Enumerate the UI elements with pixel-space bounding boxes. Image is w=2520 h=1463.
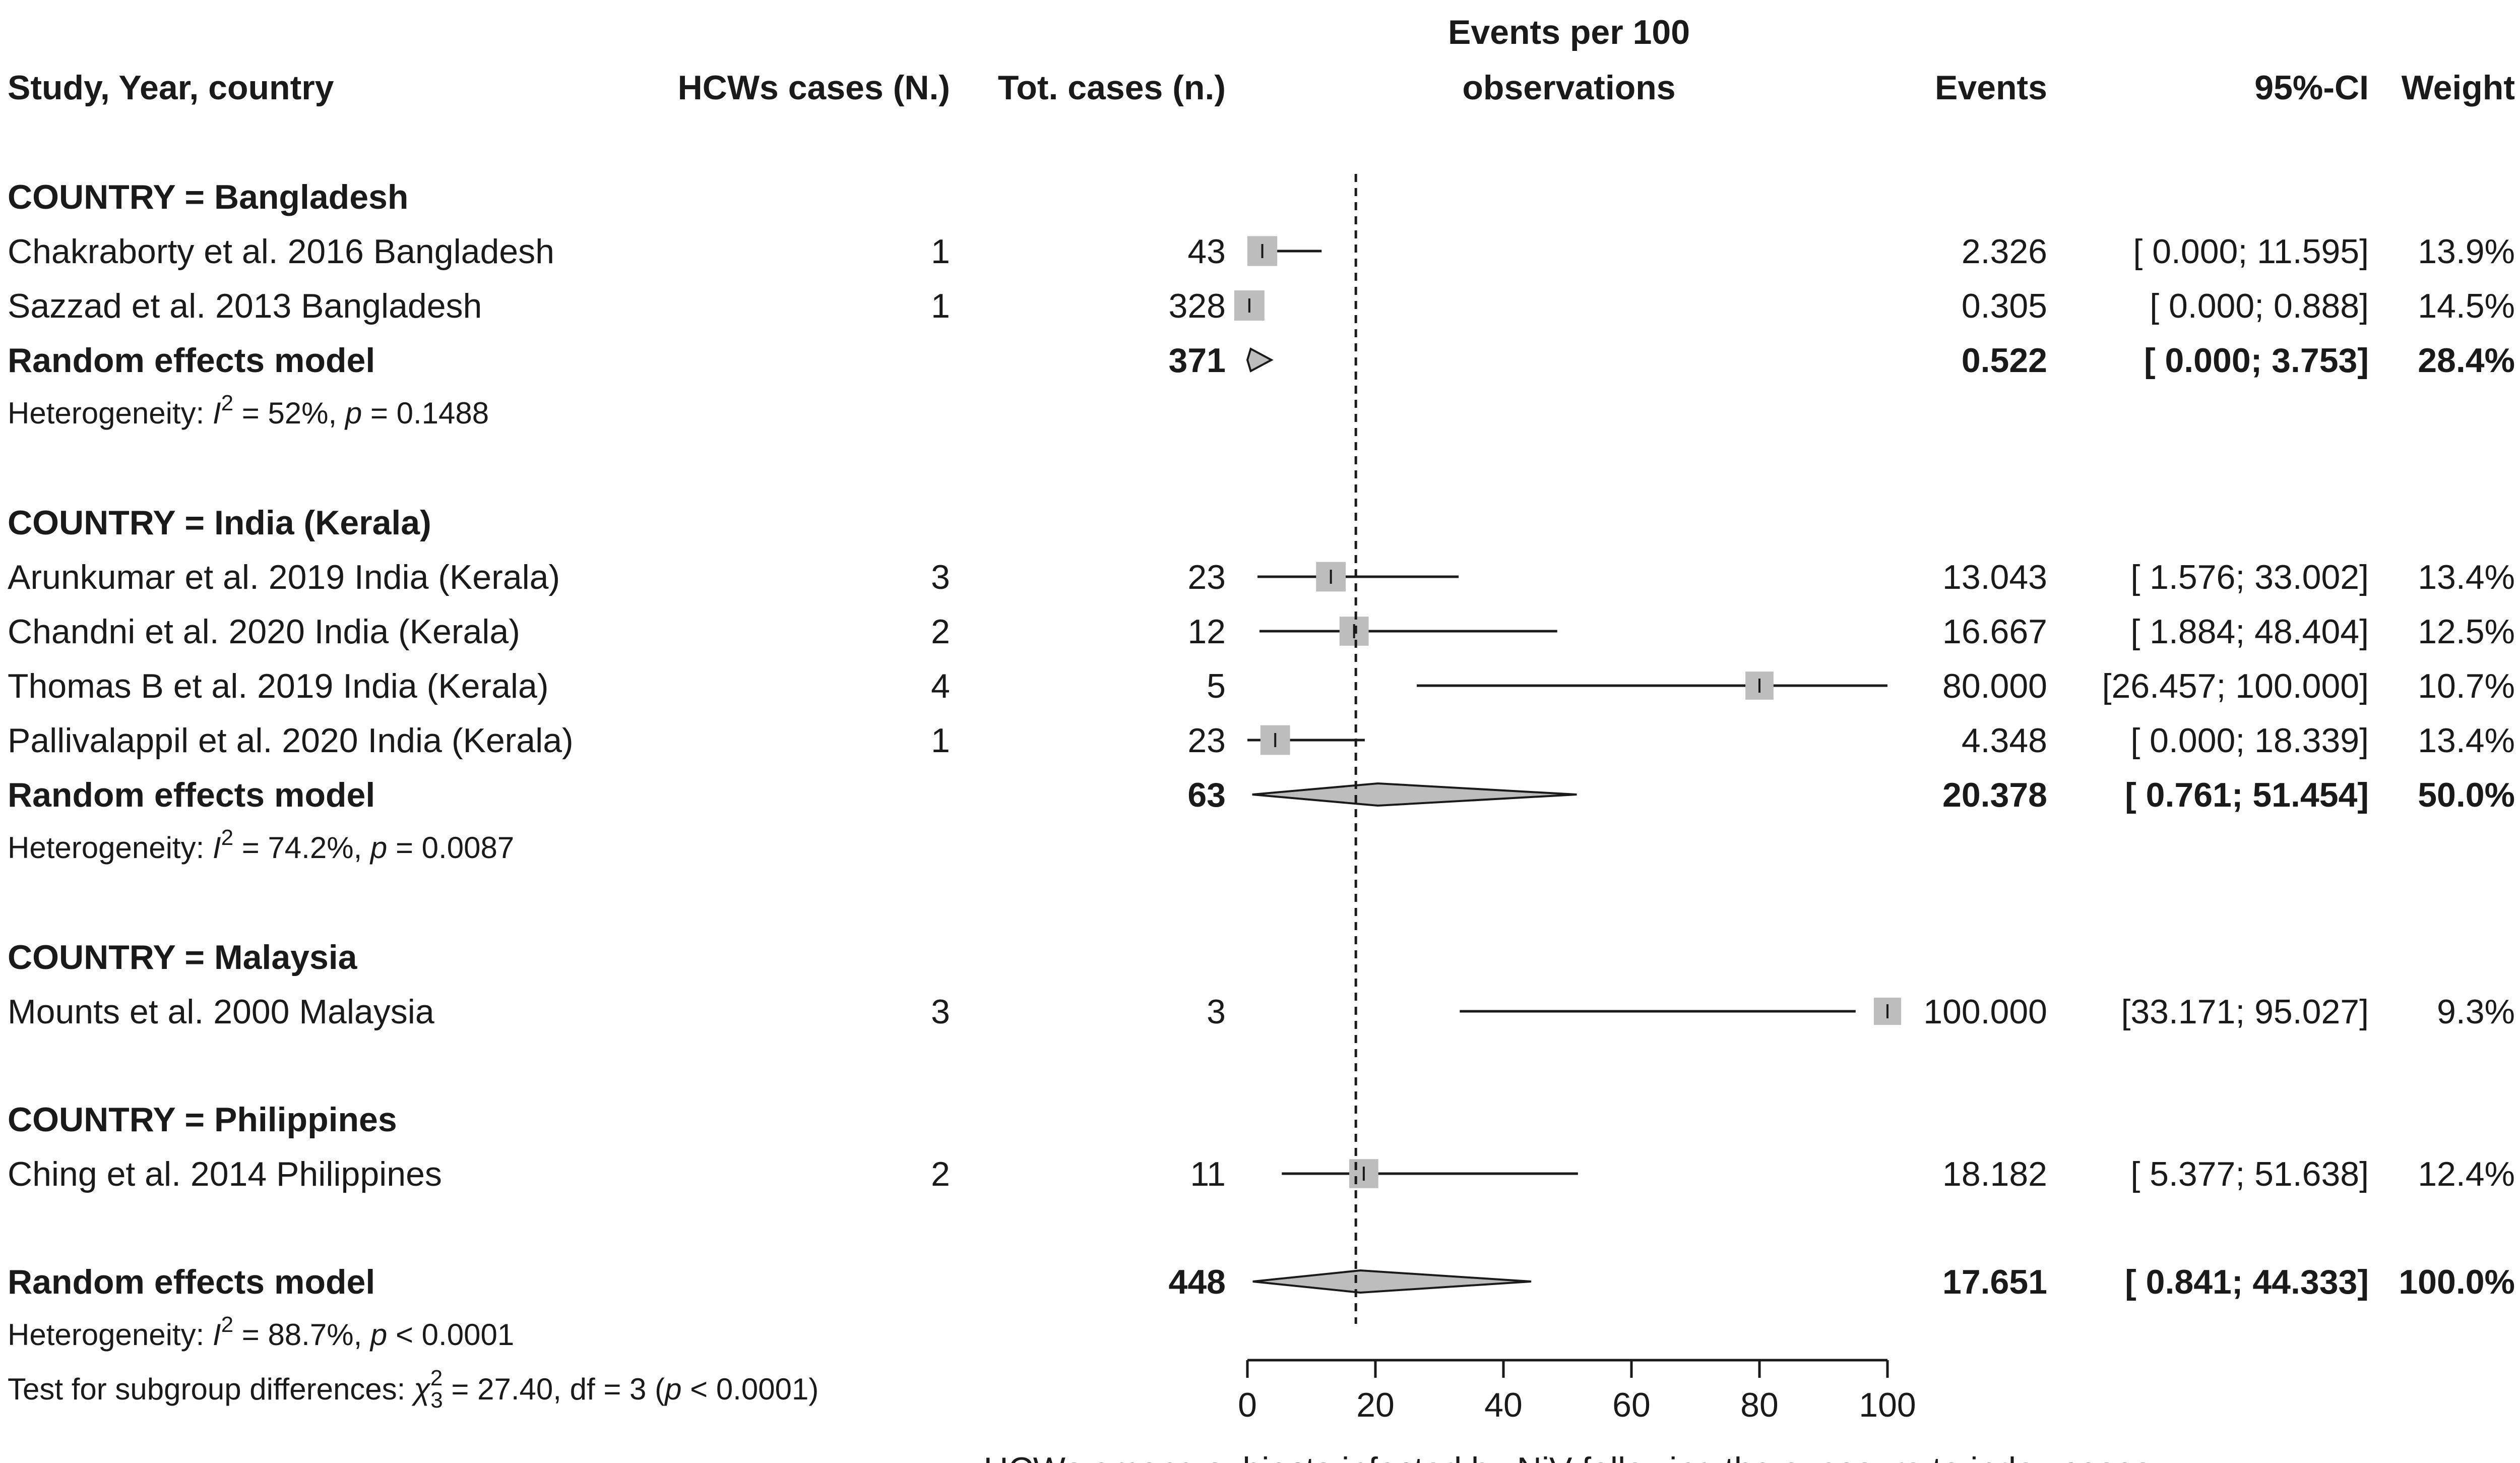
header-events-per-100: Events per 100: [1448, 13, 1690, 51]
model-weight: 100.0%: [2399, 1263, 2515, 1301]
x-tick-label: 60: [1612, 1386, 1651, 1424]
x-tick-label: 100: [1859, 1386, 1916, 1424]
x-axis-label: HCWs among subjects infected by NiV foll…: [984, 1450, 2152, 1463]
study-name: Mounts et al. 2000 Malaysia: [8, 993, 434, 1031]
study-ci: [33.171; 95.027]: [2121, 993, 2369, 1031]
model-ci: [ 0.841; 44.333]: [2125, 1263, 2369, 1301]
study-name: Chakraborty et al. 2016 Bangladesh: [8, 232, 554, 271]
model-total-cases: 448: [1169, 1263, 1226, 1301]
study-events: 100.000: [1923, 993, 2047, 1031]
header-observations: observations: [1462, 69, 1675, 107]
model-events: 17.651: [1942, 1263, 2047, 1301]
study-total-cases: 5: [1207, 667, 1226, 705]
group-label: COUNTRY = Bangladesh: [8, 178, 408, 216]
study-hcw-cases: 4: [931, 667, 950, 705]
study-events: 80.000: [1942, 667, 2047, 705]
header-events: Events: [1935, 69, 2047, 107]
overall-heterogeneity: Heterogeneity: I2 = 88.7%, p < 0.0001: [8, 1312, 514, 1352]
model-weight: 28.4%: [2418, 341, 2515, 380]
study-name: Chandni et al. 2020 India (Kerala): [8, 613, 520, 651]
study-hcw-cases: 2: [931, 1155, 950, 1193]
group-label: COUNTRY = India (Kerala): [8, 504, 431, 542]
header-total-cases: Tot. cases (n.): [998, 69, 1226, 107]
study-name: Arunkumar et al. 2019 India (Kerala): [8, 558, 560, 596]
model-events: 0.522: [1962, 341, 2047, 380]
study-events: 13.043: [1942, 558, 2047, 596]
header-study: Study, Year, country: [8, 69, 334, 107]
study-total-cases: 23: [1187, 721, 1226, 760]
study-total-cases: 328: [1169, 287, 1226, 325]
study-ci: [ 1.576; 33.002]: [2130, 558, 2369, 596]
study-name: Pallivalappil et al. 2020 India (Kerala): [8, 721, 574, 760]
x-tick-label: 20: [1356, 1386, 1395, 1424]
header-95ci: 95%-CI: [2254, 69, 2369, 107]
x-tick-label: 0: [1238, 1386, 1257, 1424]
group-label: COUNTRY = Malaysia: [8, 938, 358, 977]
study-weight: 9.3%: [2437, 993, 2515, 1031]
study-events: 4.348: [1962, 721, 2047, 760]
study-name: Sazzad et al. 2013 Bangladesh: [8, 287, 482, 325]
subgroup-heterogeneity: Heterogeneity: I2 = 52%, p = 0.1488: [8, 391, 489, 430]
study-ci: [ 0.000; 11.595]: [2133, 232, 2369, 271]
study-hcw-cases: 3: [931, 558, 950, 596]
model-ci: [ 0.000; 3.753]: [2144, 341, 2369, 380]
study-total-cases: 3: [1207, 993, 1226, 1031]
model-total-cases: 371: [1169, 341, 1226, 380]
subgroup-test: Test for subgroup differences: χ2 3 = 27.…: [8, 1366, 818, 1413]
overall-model-label: Random effects model: [8, 1263, 375, 1301]
study-ci: [26.457; 100.000]: [2102, 667, 2369, 705]
study-hcw-cases: 1: [931, 721, 950, 760]
study-weight: 13.9%: [2418, 232, 2515, 271]
study-weight: 13.4%: [2418, 558, 2515, 596]
study-hcw-cases: 1: [931, 287, 950, 325]
model-events: 20.378: [1942, 776, 2047, 814]
header-weight: Weight: [2402, 69, 2515, 107]
model-weight: 50.0%: [2418, 776, 2515, 814]
group-label: COUNTRY = Philippines: [8, 1101, 397, 1139]
model-total-cases: 63: [1187, 776, 1226, 814]
pooled-diamond: [1252, 1269, 1532, 1294]
study-ci: [ 1.884; 48.404]: [2130, 613, 2369, 651]
study-hcw-cases: 3: [931, 993, 950, 1031]
study-weight: 12.5%: [2418, 613, 2515, 651]
study-ci: [ 0.000; 18.339]: [2130, 721, 2369, 760]
study-hcw-cases: 1: [931, 232, 950, 271]
study-hcw-cases: 2: [931, 613, 950, 651]
study-events: 18.182: [1942, 1155, 2047, 1193]
x-tick-label: 40: [1484, 1386, 1523, 1424]
study-ci: [ 5.377; 51.638]: [2130, 1155, 2369, 1193]
study-events: 0.305: [1962, 287, 2047, 325]
study-total-cases: 43: [1187, 232, 1226, 271]
model-ci: [ 0.761; 51.454]: [2125, 776, 2369, 814]
study-total-cases: 11: [1190, 1155, 1226, 1193]
study-total-cases: 23: [1187, 558, 1226, 596]
subgroup-model-label: Random effects model: [8, 776, 375, 814]
pooled-diamond: [1246, 347, 1274, 373]
study-weight: 12.4%: [2418, 1155, 2515, 1193]
study-weight: 13.4%: [2418, 721, 2515, 760]
study-ci: [ 0.000; 0.888]: [2150, 287, 2369, 325]
pooled-diamond: [1252, 782, 1577, 807]
study-weight: 14.5%: [2418, 287, 2515, 325]
study-name: Thomas B et al. 2019 India (Kerala): [8, 667, 548, 705]
x-tick-label: 80: [1740, 1386, 1779, 1424]
study-weight: 10.7%: [2418, 667, 2515, 705]
header-hcw-cases: HCWs cases (N.): [678, 69, 950, 107]
study-events: 2.326: [1962, 232, 2047, 271]
study-name: Ching et al. 2014 Philippines: [8, 1155, 442, 1193]
study-total-cases: 12: [1187, 613, 1226, 651]
subgroup-model-label: Random effects model: [8, 341, 375, 380]
subgroup-heterogeneity: Heterogeneity: I2 = 74.2%, p = 0.0087: [8, 825, 514, 865]
study-events: 16.667: [1942, 613, 2047, 651]
